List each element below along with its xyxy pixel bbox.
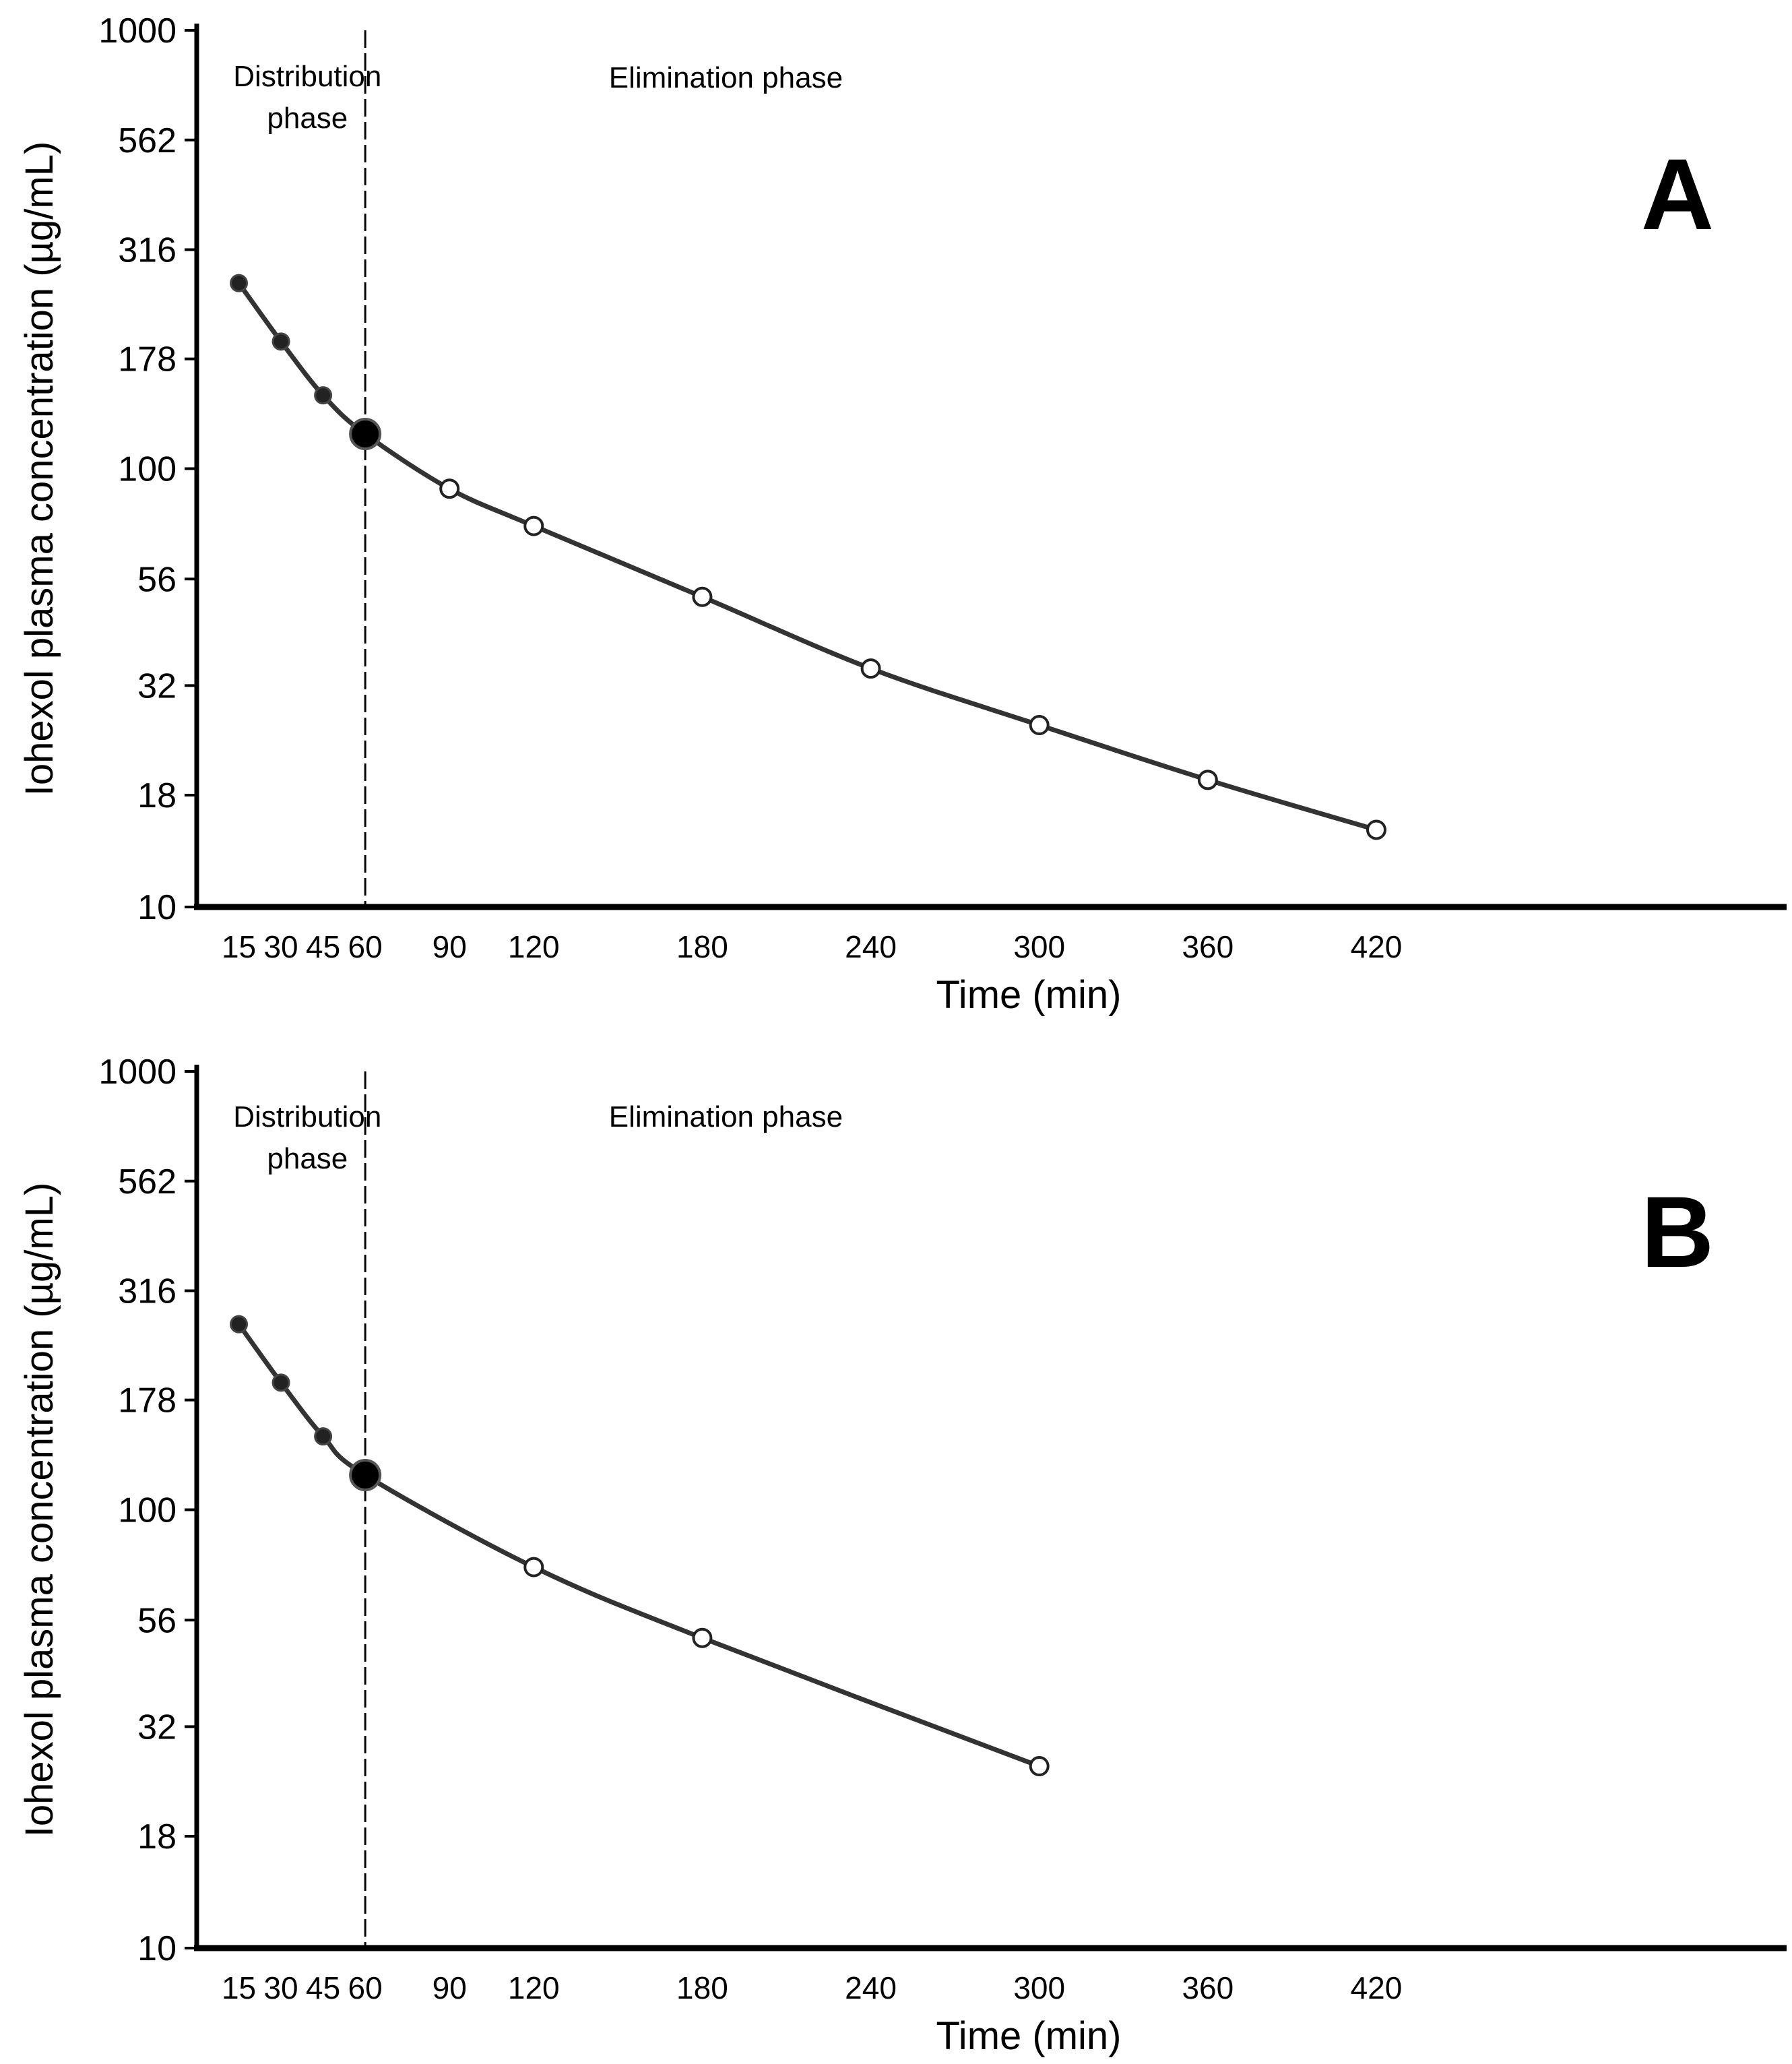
x-tick-label: 360 — [1182, 1970, 1234, 2005]
x-tick-label: 45 — [306, 929, 340, 964]
panel-b: 10 18 32 56 100 178 316 562 1000 15 30 45 60 90 120 180… — [18, 1053, 1787, 2058]
x-tick-label: 180 — [676, 1970, 728, 2005]
x-tick-label: 15 — [222, 929, 256, 964]
y-tick-label: 316 — [118, 230, 177, 270]
y-axis-title: Iohexol plasma concentration (µg/mL) — [18, 1183, 61, 1838]
x-tick-label: 60 — [348, 1970, 383, 2005]
data-point — [1197, 770, 1218, 790]
x-tick-label: 240 — [845, 1970, 897, 2005]
x-tick-label: 60 — [348, 929, 383, 964]
x-tick-label: 240 — [845, 929, 897, 964]
data-point — [1029, 1756, 1050, 1777]
y-axis-title: Iohexol plasma concentration (µg/mL) — [18, 142, 61, 796]
data-point — [271, 1373, 290, 1392]
data-point — [692, 1627, 713, 1648]
data-point — [523, 1557, 544, 1577]
elimination-phase-label: Elimination phase — [609, 1100, 843, 1133]
x-tick-label: 420 — [1351, 1970, 1403, 2005]
y-tick-label: 1000 — [98, 11, 177, 51]
series-line — [236, 282, 1377, 832]
x-tick-label: 300 — [1013, 929, 1065, 964]
y-tick-label: 10 — [137, 888, 177, 927]
y-tick-label: 562 — [118, 1162, 177, 1201]
series-line — [236, 1323, 1040, 1769]
x-tick-label: 30 — [263, 929, 298, 964]
distribution-phase-label-line2: phase — [267, 1142, 348, 1175]
data-point — [439, 478, 460, 499]
x-tick-label: 15 — [222, 1970, 256, 2005]
panel-a: 10 18 32 56 100 178 316 562 1000 15 30 45 60 90 120 180… — [18, 11, 1787, 1017]
data-point — [230, 274, 249, 292]
y-tick-label: 18 — [137, 1817, 177, 1856]
x-tick-label: 360 — [1182, 929, 1234, 964]
x-tick-label: 180 — [676, 929, 728, 964]
y-tick-label: 1000 — [98, 1053, 177, 1092]
panel-letter: B — [1641, 1175, 1714, 1288]
elimination-phase-label: Elimination phase — [609, 61, 843, 94]
y-tick-label: 100 — [118, 450, 177, 489]
data-point — [692, 586, 713, 607]
data-point — [314, 386, 333, 405]
y-tick-label: 56 — [137, 1601, 177, 1640]
distribution-phase-label-line1: Distribution — [233, 1100, 381, 1133]
y-tick-label: 316 — [118, 1272, 177, 1311]
x-tick-label: 420 — [1351, 929, 1403, 964]
y-tick-label: 178 — [118, 340, 177, 379]
data-point — [230, 1315, 249, 1334]
distribution-phase-label-line1: Distribution — [233, 60, 381, 93]
y-tick-label: 32 — [137, 1708, 177, 1747]
y-tick-label: 10 — [137, 1929, 177, 1968]
distribution-phase-label-line2: phase — [267, 102, 348, 135]
x-tick-label: 300 — [1013, 1970, 1065, 2005]
x-tick-label: 30 — [263, 1970, 298, 2005]
x-axis-title: Time (min) — [936, 2014, 1122, 2058]
y-tick-label: 178 — [118, 1381, 177, 1420]
x-tick-label: 120 — [508, 929, 560, 964]
data-point — [349, 1458, 382, 1491]
data-point — [271, 332, 290, 351]
data-point — [860, 658, 881, 679]
data-point — [349, 417, 382, 450]
y-tick-label: 100 — [118, 1491, 177, 1530]
data-point — [314, 1427, 333, 1446]
x-tick-label: 45 — [306, 1970, 340, 2005]
panel-letter: A — [1641, 137, 1714, 251]
data-point — [523, 515, 544, 536]
x-tick-label: 90 — [433, 929, 467, 964]
y-tick-label: 56 — [137, 560, 177, 599]
y-tick-label: 562 — [118, 121, 177, 160]
y-tick-label: 32 — [137, 666, 177, 706]
x-axis-title: Time (min) — [936, 973, 1122, 1017]
x-tick-label: 90 — [433, 1970, 467, 2005]
y-tick-label: 18 — [137, 776, 177, 815]
data-point — [1029, 715, 1050, 736]
x-tick-label: 120 — [508, 1970, 560, 2005]
data-point — [1366, 819, 1386, 840]
